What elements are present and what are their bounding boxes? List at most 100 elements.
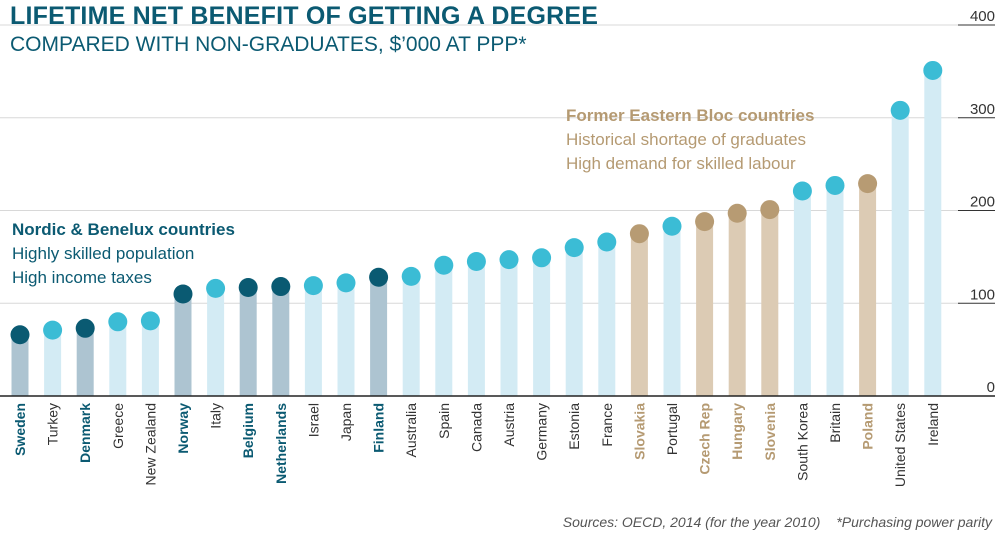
bar-spain [435, 265, 453, 396]
x-tick-label: Hungary [729, 403, 745, 460]
bar-norway [174, 293, 192, 396]
source-note: Sources: OECD, 2014 (for the year 2010) *… [547, 514, 992, 530]
bar-canada [467, 261, 485, 396]
bar-japan [337, 282, 355, 396]
bar-hungary [728, 213, 746, 396]
dot-ireland [923, 60, 943, 80]
nordic-annotation-line: Highly skilled population [12, 244, 195, 263]
dot-hungary [727, 203, 747, 223]
x-tick-label: Israel [305, 403, 321, 437]
x-tick-label: Slovakia [631, 403, 647, 460]
x-tick-label: Norway [175, 403, 191, 454]
dot-italy [206, 278, 226, 298]
dot-denmark [75, 318, 95, 338]
bar-slovakia [630, 233, 648, 396]
eastern-annotation-line: Historical shortage of graduates [566, 130, 807, 149]
bar-turkey [44, 330, 62, 396]
dot-finland [369, 267, 389, 287]
y-tick-label: 200 [970, 194, 995, 211]
x-tick-label: Czech Rep [697, 403, 713, 475]
x-tick-label: Germany [534, 403, 550, 461]
dot-france [597, 232, 617, 252]
dot-austria [499, 250, 519, 270]
dot-japan [336, 273, 356, 293]
bar-italy [207, 288, 225, 396]
bar-israel [304, 285, 322, 396]
bar-poland [859, 183, 877, 396]
y-tick-label: 100 [970, 286, 995, 303]
dot-britain [825, 175, 845, 195]
bar-sweden [11, 334, 29, 396]
x-tick-label: Britain [827, 403, 843, 443]
x-tick-label: Belgium [240, 403, 256, 458]
x-tick-label: Italy [208, 403, 224, 429]
x-tick-label: Poland [860, 403, 876, 450]
eastern-annotation-line: High demand for skilled labour [566, 154, 796, 173]
bar-portugal [663, 226, 681, 396]
bar-belgium [239, 287, 257, 396]
x-tick-label: Spain [436, 403, 452, 439]
dot-israel [303, 276, 323, 296]
dot-netherlands [271, 277, 291, 297]
dot-estonia [564, 238, 584, 258]
dot-spain [434, 255, 454, 275]
bar-france [598, 242, 616, 396]
x-tick-label: Turkey [45, 403, 61, 445]
x-tick-label: United States [892, 403, 908, 487]
dot-greece [108, 312, 128, 332]
dot-czech-rep [695, 212, 715, 232]
dot-belgium [238, 277, 258, 297]
x-tick-label: Netherlands [273, 403, 289, 484]
y-tick-label: 0 [987, 379, 995, 396]
x-tick-label: South Korea [794, 403, 810, 481]
source-text: Sources: OECD, 2014 (for the year 2010) [562, 514, 821, 530]
bar-united-states [891, 110, 909, 396]
x-tick-label: Estonia [566, 403, 582, 450]
dot-new-zealand [140, 311, 160, 331]
dot-canada [466, 252, 486, 272]
bar-britain [826, 185, 844, 396]
nordic-annotation-heading: Nordic & Benelux countries [12, 220, 235, 239]
bar-australia [402, 276, 420, 396]
x-tick-label: Australia [403, 403, 419, 458]
x-tick-label: Canada [468, 403, 484, 452]
bar-germany [533, 257, 551, 396]
bar-new-zealand [141, 320, 159, 396]
nordic-annotation-line: High income taxes [12, 268, 152, 287]
dot-south-korea [792, 181, 812, 201]
bar-estonia [565, 247, 583, 396]
bar-czech-rep [696, 221, 714, 396]
x-tick-label: Ireland [925, 403, 941, 446]
bar-slovenia [761, 209, 779, 396]
bar-netherlands [272, 286, 290, 396]
bar-finland [370, 277, 388, 396]
bar-austria [500, 259, 518, 396]
y-tick-label: 300 [970, 101, 995, 118]
nordic-annotation: Nordic & Benelux countries Highly skille… [12, 218, 235, 290]
x-tick-label: Finland [371, 403, 387, 453]
footnote-text: *Purchasing power parity [836, 514, 992, 530]
bar-south-korea [793, 191, 811, 396]
bar-greece [109, 321, 127, 396]
bar-denmark [76, 328, 94, 396]
dot-germany [532, 248, 552, 268]
dot-united-states [890, 100, 910, 120]
eastern-annotation: Former Eastern Bloc countries Historical… [566, 104, 814, 176]
dot-australia [401, 266, 421, 286]
dot-portugal [662, 216, 682, 236]
x-tick-label: Japan [338, 403, 354, 441]
x-tick-label: Austria [501, 403, 517, 447]
x-tick-label: France [599, 403, 615, 447]
x-tick-label: Greece [110, 403, 126, 449]
dot-slovenia [760, 200, 780, 220]
x-tick-label: New Zealand [142, 403, 158, 486]
dot-slovakia [629, 224, 649, 244]
dot-norway [173, 284, 193, 304]
chart-subtitle: COMPARED WITH NON-GRADUATES, $’000 AT PP… [10, 33, 527, 56]
x-tick-label: Denmark [77, 403, 93, 463]
bar-ireland [924, 70, 942, 396]
x-tick-label: Portugal [664, 403, 680, 455]
dot-poland [858, 174, 878, 194]
x-tick-label: Sweden [12, 403, 28, 456]
